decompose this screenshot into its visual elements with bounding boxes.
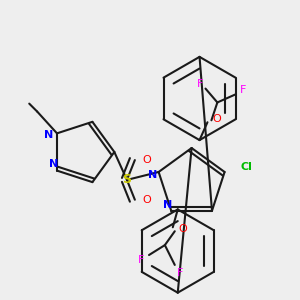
Text: N: N	[163, 200, 172, 210]
Text: F: F	[138, 255, 144, 265]
Text: O: O	[142, 155, 151, 165]
Text: O: O	[212, 114, 221, 124]
Text: F: F	[197, 79, 204, 88]
Text: S: S	[122, 173, 131, 186]
Text: F: F	[176, 268, 183, 278]
Text: N: N	[44, 130, 54, 140]
Text: N: N	[50, 159, 58, 169]
Text: O: O	[142, 195, 151, 205]
Text: N: N	[148, 170, 157, 180]
Text: O: O	[178, 224, 187, 234]
Text: Cl: Cl	[240, 162, 252, 172]
Text: F: F	[240, 85, 246, 94]
